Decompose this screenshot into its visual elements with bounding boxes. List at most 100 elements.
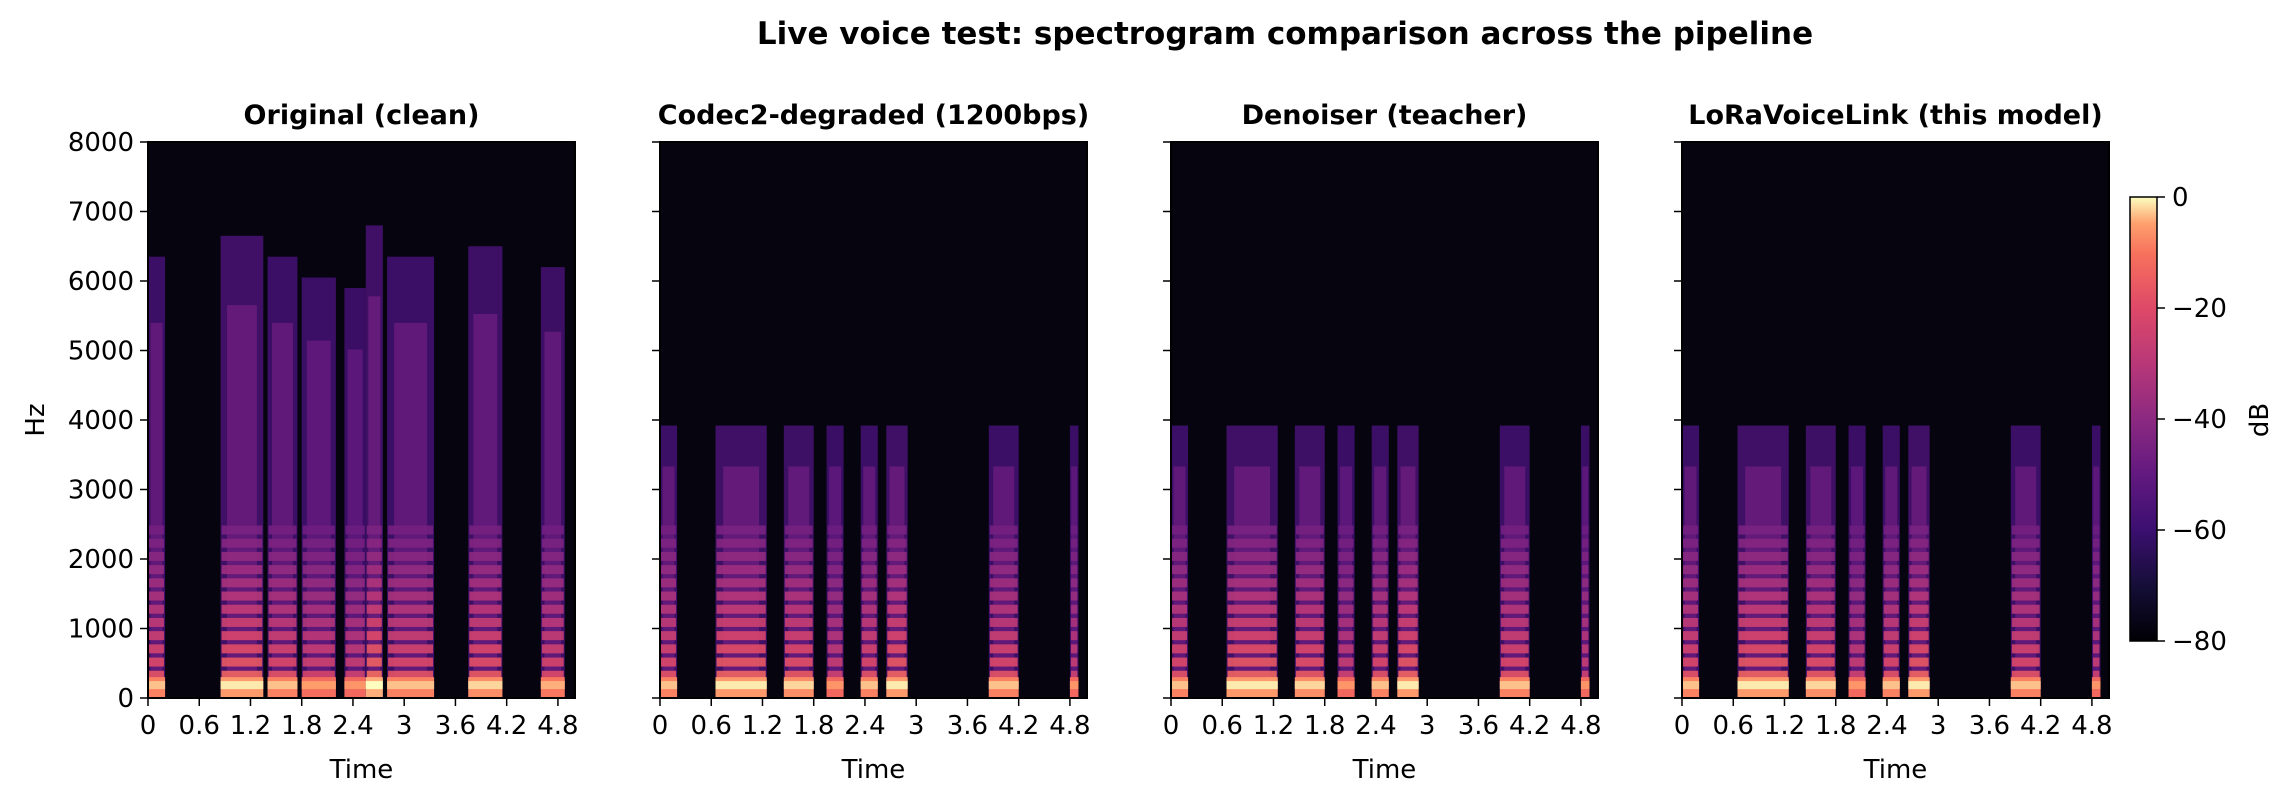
colorbar-label: dB bbox=[2245, 403, 2275, 437]
x-tick-label: 2.4 bbox=[1355, 711, 1396, 741]
x-tick-label: 4.8 bbox=[1560, 711, 1601, 741]
speech-segment bbox=[988, 425, 1019, 698]
x-tick-label: 4.2 bbox=[1509, 711, 1550, 741]
speech-segment bbox=[860, 425, 878, 698]
speech-segment bbox=[468, 246, 503, 698]
y-tick-label: 7000 bbox=[68, 198, 134, 228]
y-tick-label: 2000 bbox=[68, 545, 134, 575]
speech-segment bbox=[783, 425, 814, 698]
speech-segment bbox=[1580, 425, 1590, 698]
x-tick-label: 1.8 bbox=[1815, 711, 1856, 741]
speech-segment bbox=[1882, 425, 1900, 698]
x-tick-label: 4.8 bbox=[1049, 711, 1090, 741]
panel-title: Original (clean) bbox=[244, 100, 480, 131]
x-axis-label: Time bbox=[329, 755, 394, 785]
x-tick-label: 4.2 bbox=[486, 711, 527, 741]
x-tick-label: 4.2 bbox=[998, 711, 1039, 741]
colorbar-tick-label: −20 bbox=[2172, 294, 2227, 324]
x-tick-label: 3.6 bbox=[947, 711, 988, 741]
speech-segment bbox=[365, 225, 383, 698]
x-tick-label: 3 bbox=[396, 711, 413, 741]
x-tick-label: 0 bbox=[1674, 711, 1691, 741]
speech-segment bbox=[344, 287, 366, 698]
x-tick-label: 3.6 bbox=[435, 711, 476, 741]
x-axis-label: Time bbox=[1863, 755, 1928, 785]
x-tick-label: 2.4 bbox=[332, 711, 373, 741]
x-tick-label: 2.4 bbox=[844, 711, 885, 741]
x-axis-label: Time bbox=[841, 755, 906, 785]
speech-segment bbox=[267, 256, 298, 698]
speech-segment bbox=[387, 256, 435, 698]
x-tick-label: 0.6 bbox=[1202, 711, 1243, 741]
panels-group: 0 0.6 1.2 1.8 2.4 3 3.6 4.2 4.801000200030004000… bbox=[21, 100, 2113, 785]
speech-segment bbox=[1908, 425, 1930, 698]
x-tick-label: 1.2 bbox=[230, 711, 271, 741]
x-axis-label: Time bbox=[1352, 755, 1417, 785]
y-tick-label: 3000 bbox=[68, 476, 134, 506]
speech-segment bbox=[715, 425, 767, 698]
speech-segment bbox=[1848, 425, 1866, 698]
speech-segment bbox=[1737, 425, 1789, 698]
speech-segment bbox=[1682, 425, 1700, 698]
speech-segment bbox=[2091, 425, 2101, 698]
spectrogram-panel-2: 0 0.6 1.2 1.8 2.4 3 3.6 4.2 4.8 Codec2-degraded (… bbox=[652, 100, 1091, 785]
speech-segment bbox=[2010, 425, 2041, 698]
x-tick-label: 3 bbox=[1419, 711, 1436, 741]
speech-segment bbox=[886, 425, 908, 698]
speech-segment bbox=[826, 425, 844, 698]
colorbar-tick-label: 0 bbox=[2172, 183, 2189, 213]
panel-title: Denoiser (teacher) bbox=[1242, 100, 1528, 131]
spectrogram-panel-1: 0 0.6 1.2 1.8 2.4 3 3.6 4.2 4.8 0 1000 2000 3000 4000… bbox=[21, 100, 579, 785]
x-tick-label: 1.2 bbox=[742, 711, 783, 741]
speech-segment bbox=[1294, 425, 1325, 698]
x-tick-label: 3 bbox=[908, 711, 925, 741]
speech-segment bbox=[540, 267, 565, 698]
x-tick-label: 1.8 bbox=[793, 711, 834, 741]
colorbar-tick-label: −60 bbox=[2172, 516, 2227, 546]
x-tick-label: 1.2 bbox=[1253, 711, 1294, 741]
y-tick-label: 6000 bbox=[68, 267, 134, 297]
spectrogram-content bbox=[148, 225, 565, 698]
y-tick-label: 8000 bbox=[68, 128, 134, 158]
x-tick-label: 4.2 bbox=[2020, 711, 2061, 741]
speech-segment bbox=[1397, 425, 1419, 698]
x-tick-label: 0.6 bbox=[691, 711, 732, 741]
colorbar-gradient bbox=[2129, 196, 2158, 642]
speech-segment bbox=[1171, 425, 1189, 698]
x-tick-label: 3.6 bbox=[1969, 711, 2010, 741]
x-tick-label: 3.6 bbox=[1458, 711, 1499, 741]
x-tick-label: 4.8 bbox=[537, 711, 578, 741]
speech-segment bbox=[301, 277, 336, 698]
speech-segment bbox=[1069, 425, 1079, 698]
spectrogram-panel-3: 0 0.6 1.2 1.8 2.4 3 3.6 4.2 4.8 Denoiser (teacher… bbox=[1163, 100, 1602, 785]
y-tick-label: 5000 bbox=[68, 337, 134, 367]
spectrogram-content bbox=[660, 425, 1079, 698]
spectrogram-panel-4: 0 0.6 1.2 1.8 2.4 3 3.6 4.2 4.8 LoRaVoiceLink (th… bbox=[1674, 100, 2113, 785]
y-tick-label: 1000 bbox=[68, 615, 134, 645]
x-tick-label: 3 bbox=[1930, 711, 1947, 741]
x-tick-label: 0.6 bbox=[179, 711, 220, 741]
figure-title: Live voice test: spectrogram comparison … bbox=[757, 16, 1813, 52]
y-tick-label: 0 bbox=[117, 684, 134, 714]
speech-segment bbox=[1499, 425, 1530, 698]
speech-segment bbox=[148, 256, 166, 698]
speech-segment bbox=[1226, 425, 1278, 698]
panel-title: LoRaVoiceLink (this model) bbox=[1688, 100, 2102, 131]
y-tick-label: 4000 bbox=[68, 406, 134, 436]
speech-segment bbox=[1337, 425, 1355, 698]
x-tick-label: 1.2 bbox=[1764, 711, 1805, 741]
speech-segment bbox=[1805, 425, 1836, 698]
x-tick-label: 0 bbox=[652, 711, 669, 741]
x-tick-label: 0 bbox=[140, 711, 157, 741]
colorbar-tick-label: −80 bbox=[2172, 627, 2227, 657]
x-tick-label: 0 bbox=[1163, 711, 1180, 741]
y-axis-label: Hz bbox=[21, 403, 51, 436]
speech-segment bbox=[1371, 425, 1389, 698]
x-tick-label: 1.8 bbox=[281, 711, 322, 741]
colorbar: 0 −20 −40 −60 −80 dB bbox=[2129, 183, 2275, 657]
speech-segment bbox=[220, 235, 264, 698]
speech-segment bbox=[660, 425, 678, 698]
x-tick-label: 2.4 bbox=[1866, 711, 1907, 741]
